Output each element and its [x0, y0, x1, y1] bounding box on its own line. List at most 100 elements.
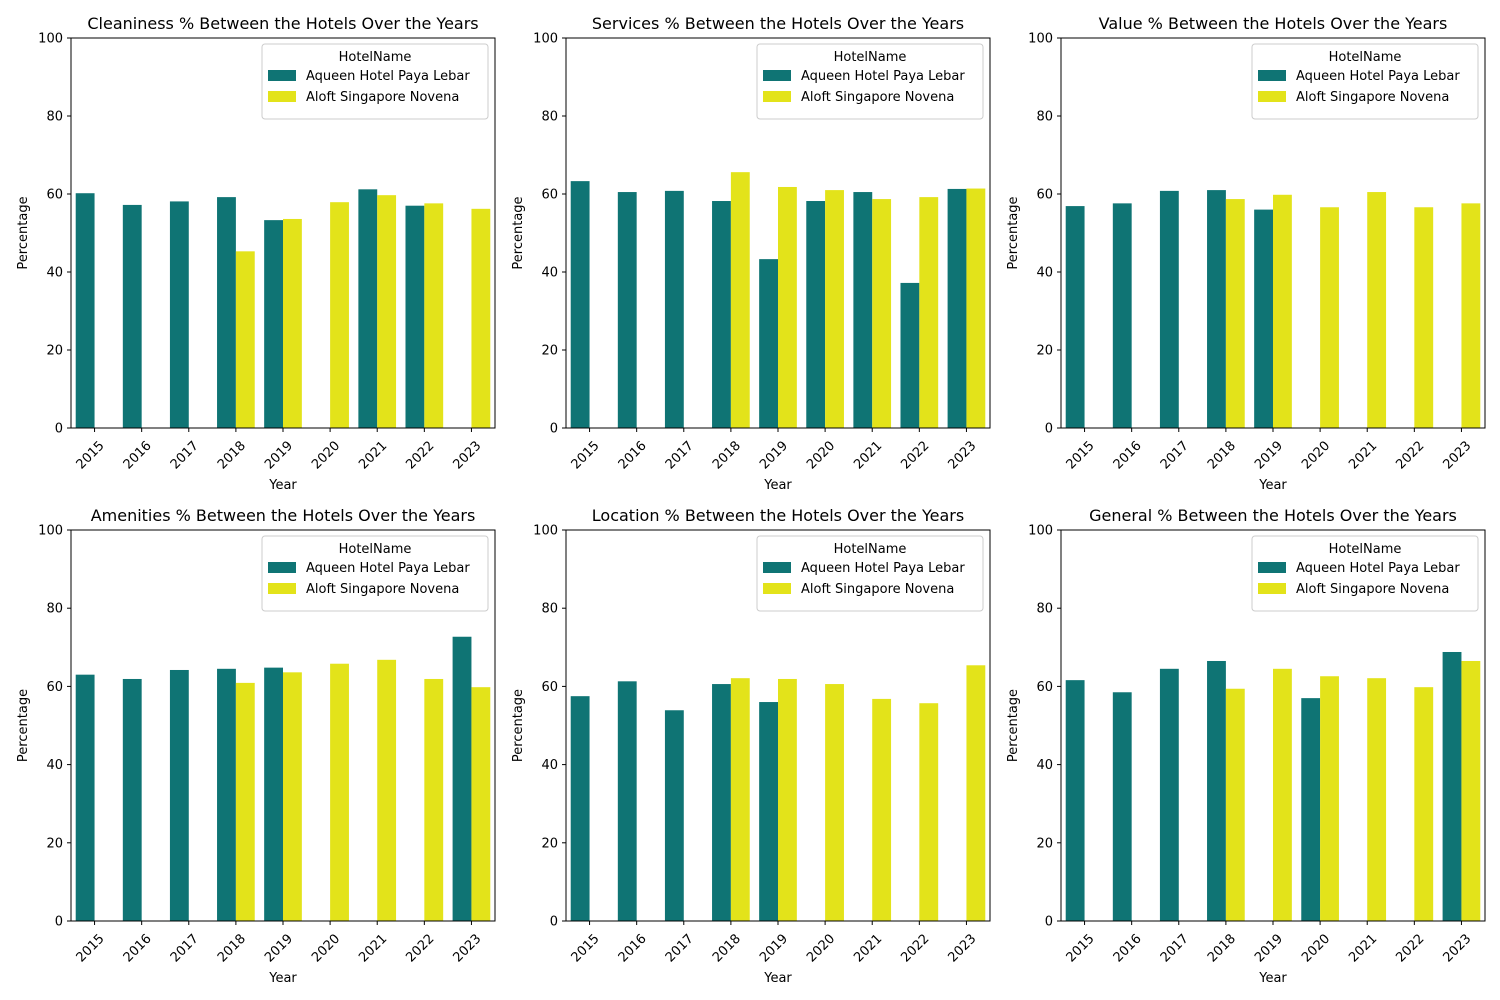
- chart-panel: Location % Between the Hotels Over the Y…: [511, 506, 991, 986]
- legend-title: HotelName: [339, 50, 412, 65]
- bar: [778, 678, 797, 921]
- legend: HotelName Aqueen Hotel Paya Lebar Aloft Si…: [756, 535, 984, 612]
- chart-title: Location % Between the Hotels Over the Y…: [592, 506, 964, 525]
- chart-panel: Cleaniness % Between the Hotels Over the…: [16, 14, 496, 493]
- legend-frame: [1251, 43, 1479, 120]
- bar: [122, 678, 142, 921]
- legend: HotelName Aqueen Hotel Paya Lebar Aloft Si…: [261, 43, 489, 120]
- legend-frame: [1251, 535, 1479, 612]
- y-tick-label: 40: [541, 758, 558, 773]
- legend: HotelName Aqueen Hotel Paya Lebar Aloft Si…: [756, 43, 984, 120]
- bar: [75, 193, 95, 428]
- bar: [1461, 660, 1481, 921]
- bar: [919, 703, 939, 921]
- legend-swatch: [763, 70, 791, 81]
- bar: [759, 259, 778, 428]
- x-tick-label: 2022: [898, 931, 932, 965]
- bar: [664, 710, 684, 921]
- y-tick-label: 0: [550, 915, 558, 930]
- x-tick-label: 2021: [851, 438, 885, 472]
- x-tick-label: 2015: [1064, 438, 1098, 472]
- bar: [235, 682, 255, 921]
- y-tick-label: 20: [541, 344, 558, 359]
- bar: [1207, 660, 1226, 921]
- bar: [825, 684, 844, 921]
- x-tick-label: 2018: [710, 931, 744, 965]
- bar: [471, 208, 491, 428]
- bar: [1225, 199, 1245, 428]
- bar: [169, 669, 189, 921]
- bar: [966, 188, 986, 428]
- bar: [872, 199, 892, 428]
- chart-panel: Amenities % Between the Hotels Over the …: [16, 506, 496, 986]
- x-tick-label: 2021: [851, 931, 885, 965]
- x-tick-label: 2022: [403, 931, 437, 965]
- x-axis-label: Year: [763, 971, 792, 986]
- bar: [424, 203, 444, 428]
- x-tick-label: 2019: [757, 931, 791, 965]
- x-tick-label: 2019: [262, 931, 296, 965]
- y-tick-label: 0: [55, 422, 63, 437]
- y-tick-label: 60: [541, 188, 558, 203]
- x-tick-label: 2022: [898, 438, 932, 472]
- y-tick-label: 80: [541, 602, 558, 617]
- x-tick-label: 2019: [262, 438, 296, 472]
- y-tick-label: 60: [46, 680, 63, 695]
- y-tick-label: 0: [55, 915, 63, 930]
- legend-swatch: [268, 562, 296, 573]
- bar: [1112, 692, 1132, 921]
- bar: [283, 672, 302, 921]
- y-tick-label: 100: [38, 524, 63, 539]
- legend-label: Aloft Singapore Novena: [801, 90, 954, 105]
- bar: [853, 192, 873, 428]
- legend-title: HotelName: [1329, 542, 1402, 557]
- x-tick-label: 2018: [710, 438, 744, 472]
- bar: [122, 204, 142, 428]
- bar: [330, 663, 349, 921]
- y-tick-label: 100: [533, 524, 558, 539]
- bar: [1254, 209, 1273, 428]
- y-axis-label: Percentage: [16, 689, 31, 762]
- y-tick-label: 40: [46, 266, 63, 281]
- x-tick-label: 2015: [74, 438, 108, 472]
- legend-label: Aloft Singapore Novena: [1296, 582, 1449, 597]
- legend: HotelName Aqueen Hotel Paya Lebar Aloft Si…: [1251, 535, 1479, 612]
- legend-label: Aqueen Hotel Paya Lebar: [801, 69, 965, 84]
- x-tick-label: 2020: [804, 438, 838, 472]
- bar: [1320, 676, 1339, 921]
- y-axis-label: Percentage: [511, 689, 526, 762]
- legend-swatch: [1258, 70, 1286, 81]
- bar: [1112, 203, 1132, 428]
- bar: [1301, 698, 1321, 921]
- x-tick-label: 2020: [309, 438, 343, 472]
- y-tick-label: 60: [1036, 188, 1053, 203]
- bar: [1225, 688, 1245, 921]
- legend-frame: [261, 535, 489, 612]
- bar: [1065, 680, 1085, 921]
- legend: HotelName Aqueen Hotel Paya Lebar Aloft Si…: [1251, 43, 1479, 120]
- bar: [1320, 207, 1339, 428]
- x-tick-label: 2023: [945, 438, 979, 472]
- bar: [1207, 190, 1226, 428]
- x-tick-label: 2019: [757, 438, 791, 472]
- y-tick-label: 20: [1036, 344, 1053, 359]
- bar: [1414, 687, 1434, 921]
- x-tick-label: 2022: [1393, 931, 1427, 965]
- bar: [730, 172, 750, 428]
- bar: [1442, 651, 1462, 921]
- y-tick-label: 0: [1045, 915, 1053, 930]
- bar: [664, 190, 684, 428]
- x-tick-label: 2016: [616, 438, 650, 472]
- bar: [1273, 668, 1292, 921]
- bar: [1414, 207, 1434, 428]
- bar: [358, 189, 378, 428]
- chart-panel: Services % Between the Hotels Over the Y…: [511, 14, 991, 493]
- chart-title: General % Between the Hotels Over the Ye…: [1089, 506, 1457, 525]
- y-tick-label: 100: [1028, 524, 1053, 539]
- bar: [1273, 194, 1292, 428]
- x-tick-label: 2022: [1393, 438, 1427, 472]
- x-tick-label: 2020: [804, 931, 838, 965]
- bar: [778, 186, 797, 428]
- x-tick-label: 2020: [1299, 438, 1333, 472]
- legend-title: HotelName: [834, 542, 907, 557]
